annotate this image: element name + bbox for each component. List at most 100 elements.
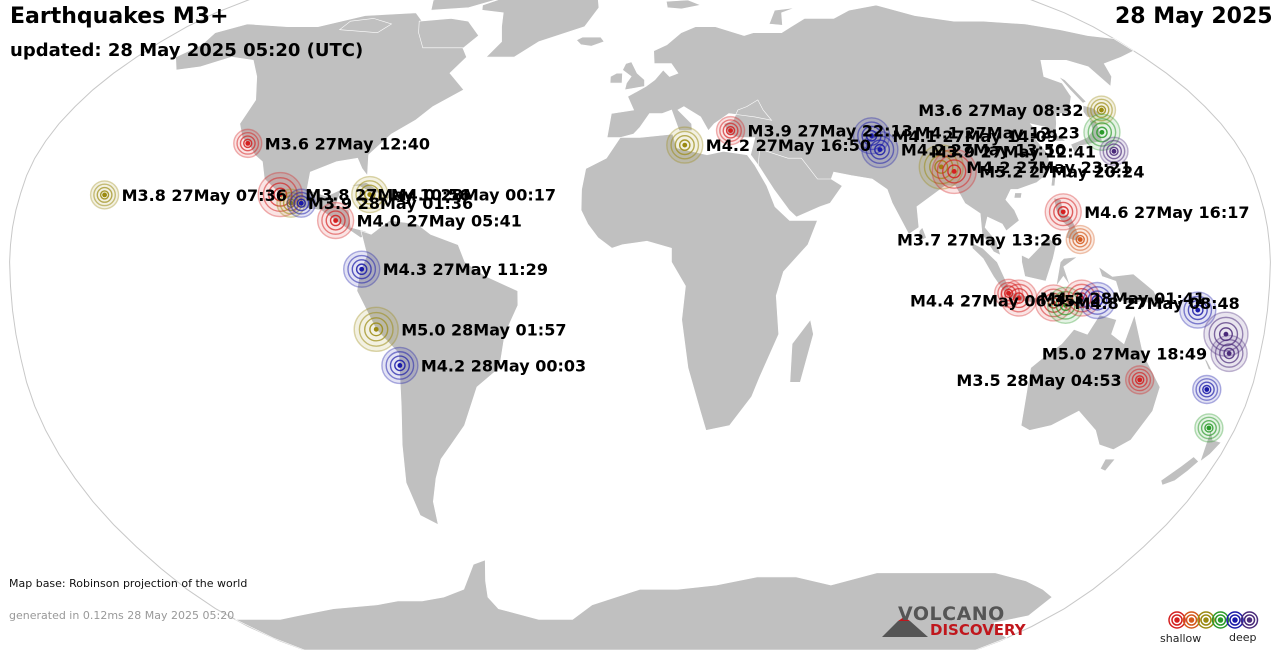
legend-depth-swatch — [1214, 614, 1227, 626]
earthquake-marker[interactable] — [1179, 291, 1217, 329]
earthquake-marker[interactable] — [1194, 413, 1224, 443]
earthquake-marker[interactable] — [1099, 136, 1129, 167]
legend-depth-swatch — [1200, 614, 1212, 626]
earthquake-marker[interactable] — [861, 130, 899, 169]
earthquake-marker[interactable] — [1124, 365, 1155, 395]
earthquake-marker[interactable] — [1203, 311, 1249, 357]
legend-depth-swatch — [1232, 617, 1238, 623]
earthquake-marker[interactable] — [1046, 286, 1085, 325]
volcano-icon — [882, 617, 928, 637]
earthquake-marker[interactable] — [381, 346, 419, 385]
legend-depth-swatch — [1226, 611, 1244, 629]
earthquake-marker[interactable] — [286, 188, 316, 218]
earthquake-marker[interactable] — [342, 250, 381, 288]
legend-depth-swatch — [1229, 614, 1241, 626]
landmass-south-america — [356, 220, 519, 526]
earthquake-marker[interactable] — [351, 175, 389, 214]
earthquake-marker[interactable] — [316, 201, 355, 240]
earthquake-label: M4.0 27May 05:41 — [357, 211, 522, 230]
earthquake-label: M3.6 27May 12:40 — [265, 134, 430, 153]
landmass-svalbard — [665, 0, 702, 10]
earthquake-marker[interactable] — [1192, 374, 1222, 405]
landmass-japan — [1070, 120, 1103, 156]
earthquake-marker[interactable] — [1210, 334, 1248, 373]
landmass-taiwan — [1050, 175, 1057, 187]
earthquake-label: M3.6 27May 08:32 — [918, 101, 1083, 120]
earthquake-marker[interactable] — [353, 306, 399, 353]
landmass-sumatra — [971, 242, 1011, 292]
landmass-ireland — [609, 72, 623, 84]
legend-depth-swatch — [1246, 617, 1253, 623]
earthquake-marker[interactable] — [666, 126, 704, 164]
volcano-discovery-logo[interactable]: VOLCANO DISCOVERY — [880, 603, 1040, 639]
landmass-greenland — [481, 0, 600, 58]
earthquake-label: M4.1 27May 14:09 — [893, 127, 1058, 146]
legend-depth-swatch — [1211, 611, 1230, 629]
landmass-nz-south — [1160, 456, 1200, 486]
legend-deep-label: deep — [1229, 631, 1257, 644]
legend-depth-swatch — [1174, 617, 1180, 623]
earthquake-label: M5.0 27May 18:49 — [1042, 344, 1207, 363]
earthquake-marker[interactable] — [1078, 281, 1116, 320]
earthquake-label: M3.7 27May 13:26 — [897, 231, 1062, 250]
landmass-tasmania — [1099, 458, 1116, 472]
map-date: 28 May 2025 — [1115, 4, 1273, 29]
landmass-borneo — [1021, 237, 1057, 282]
earthquake-label: M3.9 28May 01:36 — [308, 194, 473, 213]
earthquake-label: M3.8 27May 07:36 — [122, 186, 287, 205]
legend-depth-swatch — [1185, 614, 1198, 626]
landmass-uk — [622, 61, 645, 91]
page-title: Earthquakes M3+ — [10, 4, 229, 29]
landmass-new-caledonia — [1203, 357, 1213, 371]
landmass-novaya-zemlya — [768, 7, 796, 26]
earthquake-label: M3.8 27May 10:56 — [305, 186, 470, 205]
landmass-iceland — [576, 36, 605, 47]
legend-depth-swatch — [1171, 614, 1183, 626]
earthquake-label: M4.2 27May 16:50 — [706, 136, 871, 155]
earthquake-label: M3.9 27May 12:41 — [931, 142, 1096, 161]
logo-text-discovery: DISCOVERY — [930, 621, 1026, 639]
earthquake-label: M4.0 28May 00:17 — [391, 186, 556, 205]
earthquake-label: M3.9 27May 22:13 — [748, 122, 913, 141]
earthquake-marker[interactable] — [931, 148, 977, 195]
legend-depth-swatch — [1188, 617, 1195, 623]
legend-shallow-label: shallow — [1160, 632, 1202, 645]
legend-depth-swatch — [1182, 611, 1201, 629]
landmass-hainan — [1013, 192, 1023, 199]
landmass-ellesmere — [430, 0, 497, 11]
earthquake-label: M4.3 27May 11:29 — [383, 260, 548, 279]
landmass-antarctica — [235, 559, 1053, 650]
earthquake-marker[interactable] — [715, 115, 746, 146]
earthquake-marker[interactable] — [993, 278, 1024, 308]
earthquake-marker[interactable] — [233, 128, 263, 159]
map-base-note: Map base: Robinson projection of the wor… — [9, 577, 248, 590]
earthquake-marker[interactable] — [89, 180, 120, 210]
generated-note: generated in 0.12ms 28 May 2025 05:20 — [9, 609, 235, 622]
landmass-australia — [1020, 313, 1161, 450]
earthquake-label: M5.0 28May 01:57 — [401, 320, 566, 339]
landmass-europe-asia — [606, 4, 1135, 256]
landmass-hispaniola — [384, 192, 405, 199]
landmass-victoria-isl — [338, 18, 393, 34]
landmass-sri-lanka — [918, 226, 927, 242]
legend-depth-swatch — [1197, 611, 1215, 629]
landmass-sulawesi — [1055, 256, 1078, 287]
earthquake-label: M3.5 28May 04:53 — [956, 371, 1121, 390]
legend-depth-swatch — [1243, 614, 1256, 626]
landmass-new-guinea — [1098, 266, 1164, 311]
earthquake-marker[interactable] — [1086, 95, 1117, 125]
logo-text-volcano: VOLCANO — [898, 603, 1005, 625]
landmass-madagascar — [789, 318, 814, 383]
earthquake-label: M4.2 27May 23:21 — [966, 158, 1131, 177]
legend-depth-swatch — [1240, 611, 1259, 629]
earthquake-marker[interactable] — [1044, 193, 1082, 231]
earthquake-label: M4.2 27May 13:50 — [901, 141, 1066, 160]
earthquake-label: M4.8 27May 08:48 — [1075, 294, 1240, 313]
legend-depth-swatch — [1168, 611, 1186, 629]
earthquake-marker[interactable] — [1065, 224, 1095, 255]
updated-timestamp: updated: 28 May 2025 05:20 (UTC) — [10, 40, 364, 61]
earthquake-label: M4.2 28May 00:03 — [421, 356, 586, 375]
earthquake-label: M5.2 27May 20:24 — [979, 162, 1144, 181]
